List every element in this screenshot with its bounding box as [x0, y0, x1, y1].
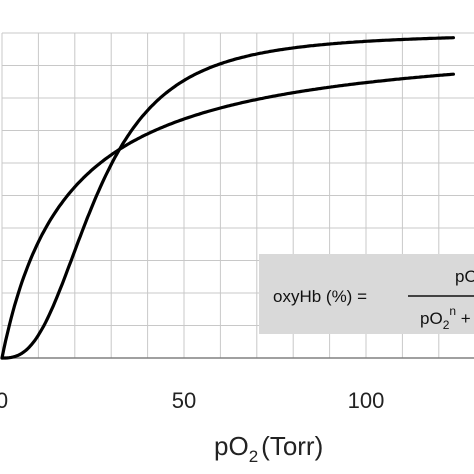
formula-background [259, 254, 474, 334]
x-axis-title-sub: 2 [249, 447, 258, 466]
formula-denominator-sup: n [449, 304, 456, 318]
x-tick-labels: 0 50 100 [0, 388, 384, 413]
x-axis-title-main: pO [214, 431, 249, 461]
saturation-curve-1 [0, 36, 455, 360]
saturation-curve-2 [0, 72, 455, 360]
formula-denominator-sub: 2 [443, 318, 450, 332]
chart-curves [0, 36, 455, 360]
x-axis-title: pO2 (Torr) [214, 431, 323, 466]
formula-lhs: oxyHb (%) = [273, 287, 367, 306]
x-axis-title-unit: (Torr) [261, 431, 323, 461]
formula-denominator: pO2n + [420, 304, 471, 332]
hill-equation-annotation: oxyHb (%) = pO pO2n + [259, 254, 474, 334]
x-tick-label: 0 [0, 388, 8, 413]
x-tick-label: 50 [172, 388, 196, 413]
formula-denominator-base: pO [420, 309, 443, 328]
formula-denominator-tail: + [456, 309, 471, 328]
x-tick-label: 100 [348, 388, 385, 413]
formula-numerator: pO [455, 267, 474, 286]
